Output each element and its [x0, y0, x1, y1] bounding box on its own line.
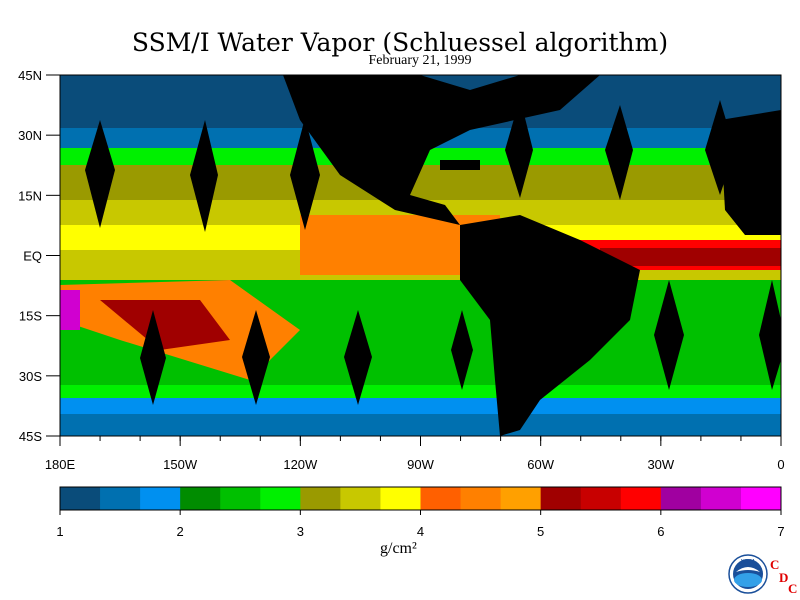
colorbar-swatch: [100, 487, 141, 510]
lon-ticks: 180E 150W 120W 90W 60W 30W 0: [45, 436, 785, 472]
colorbar-label: 6: [657, 524, 665, 539]
colorbar-label: 4: [416, 524, 425, 539]
lat-label: 15S: [19, 309, 42, 324]
lon-label: 30W: [647, 457, 674, 472]
colorbar-label: 5: [537, 524, 545, 539]
noaa-logo: NOAA: [728, 554, 768, 594]
colorbar-swatch: [740, 487, 782, 510]
lon-label: 90W: [407, 457, 434, 472]
colorbar-swatch: [500, 487, 542, 510]
lat-label: 30N: [18, 128, 42, 143]
colorbar-unit: g/cm²: [380, 540, 417, 557]
colorbar-swatch: [700, 487, 742, 510]
map-field: [60, 75, 781, 436]
colorbar-swatch: [260, 487, 301, 510]
lon-label: 60W: [527, 457, 554, 472]
cdc-letter-c1: C: [770, 557, 780, 572]
lat-ticks: 45N 30N 15N EQ 15S 30S 45S: [18, 68, 60, 444]
colorbar-swatch: [180, 487, 221, 510]
colorbar-swatch: [580, 487, 622, 510]
colorbar-swatch: [220, 487, 261, 510]
lat-label: 30S: [19, 369, 42, 384]
colorbar-label: 3: [296, 524, 304, 539]
colorbar-swatch: [140, 487, 181, 510]
lon-label: 120W: [283, 457, 318, 472]
colorbar-swatch: [620, 487, 662, 510]
colorbar-label: 7: [777, 524, 785, 539]
chart-title: SSM/I Water Vapor (Schluessel algorithm): [131, 28, 669, 57]
logo-text: NOAA: [741, 559, 756, 565]
colorbar-label: 1: [56, 524, 64, 539]
lat-label: 45S: [19, 429, 42, 444]
colorbar-label: 2: [176, 524, 184, 539]
colorbar: [59, 486, 782, 515]
colorbar-swatch: [540, 487, 582, 510]
lat-label: 45N: [18, 68, 42, 83]
cdc-letter-c2: C: [788, 581, 798, 596]
lon-label: 0: [777, 457, 784, 472]
colorbar-swatch: [380, 487, 421, 510]
lon-label: 180E: [45, 457, 76, 472]
colorbar-swatch: [340, 487, 381, 510]
lon-label: 150W: [163, 457, 198, 472]
colorbar-swatch: [60, 487, 101, 510]
cdc-letter-d: D: [779, 570, 789, 585]
lat-label: 15N: [18, 188, 42, 203]
colorbar-swatch: [660, 487, 702, 510]
lat-label: EQ: [23, 249, 42, 264]
chart-subtitle: February 21, 1999: [368, 53, 472, 68]
colorbar-swatch: [460, 487, 502, 510]
colorbar-swatch: [420, 487, 462, 510]
colorbar-swatch: [300, 487, 341, 510]
